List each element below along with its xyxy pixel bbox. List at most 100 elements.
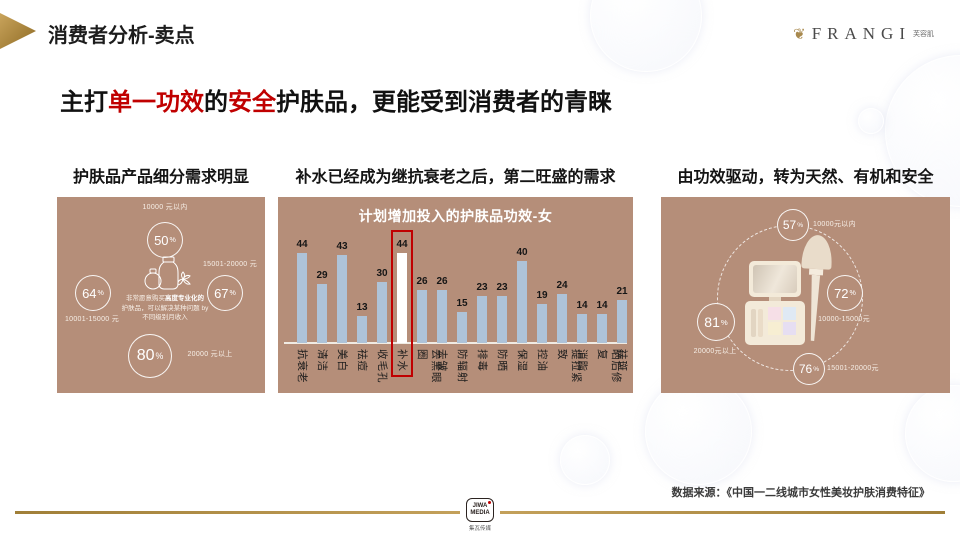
pct-value: 80 [136,347,155,364]
bar-value: 19 [536,290,548,301]
bubble-decoration [858,108,884,134]
bar-抗衰老 [297,253,307,343]
brand-name: FRANGI [811,24,911,43]
bar-value: 30 [376,268,388,279]
stat-circle-76: 76% [793,353,825,385]
frangi-crest-icon: ❦ [793,25,806,43]
pct-value: 57 [782,218,797,232]
bar-value: 21 [616,286,628,297]
logo-red-dot [488,501,491,504]
income-label-20000-above: 20000元以上 [693,348,737,355]
percent-sign: % [229,289,236,297]
chart-title: 计划增加投入的护肤品功效-女 [358,208,553,224]
bar-value: 26 [436,276,448,287]
bar-消脂 [577,314,587,343]
right-panel-heading: 由功效驱动，转为天然、有机和安全 [677,169,934,186]
bubble-decoration [590,0,702,72]
bar-控油 [537,304,547,343]
note-text: 非常愿意购买 [126,295,165,302]
bar-去皱 [437,290,447,343]
pct-value: 64 [82,285,97,301]
statement-part: 的 [204,89,228,116]
note-text: 护肤品，可以解决某种问题 by [121,304,209,312]
percent-sign: % [797,221,804,229]
main-statement: 主打单一功效的安全护肤品，更能受到消费者的青睐 [60,82,612,117]
bar-category-label: 控油 [536,349,548,372]
note-text-bold: 高度专业化的 [165,295,204,302]
bar-category-label: 去皱 [436,349,448,372]
bar-category-label: 晒后修复 [596,349,622,384]
page-title: 消费者分析-卖点 [48,25,195,47]
pct-value: 50 [154,232,169,248]
panel-natural-organic-safe: 57% 10000元以内 72% 10000-15000元 81% 20000元… [661,197,950,393]
income-label-10001-15000: 10001-15000 元 [64,316,120,323]
media-logo-cn: 集瓦传媒 [468,526,491,532]
bar-value: 40 [516,247,528,258]
bar-value: 44 [296,239,308,250]
bar-value: 23 [476,282,488,293]
pct-value: 81 [704,314,720,330]
bar-category-label: 祛斑 [616,349,628,372]
panel-bar-chart: 计划增加投入的护肤品功效-女 44 抗衰老 29 清洁 43 美白 13 祛痘 30 收毛孔 44 补… [278,197,633,393]
percent-sign: % [169,236,176,244]
bar-美白 [337,255,347,343]
makeup-palette-icon [745,261,807,347]
brand-logo: ❦ FRANGI 芙容肌 [793,24,934,44]
bubble-decoration [645,378,752,485]
bar-收毛孔 [377,282,387,343]
note-text: 不同级别月收入 [142,314,188,321]
stat-circle-72: 72% [827,275,863,311]
bar-category-label: 保湿 [516,349,528,372]
statement-part: 护肤品，更能受到消费者的青睐 [276,89,612,116]
percent-sign: % [813,365,820,373]
brand-name-cn: 芙容肌 [913,31,934,38]
bar-value: 24 [556,280,568,291]
income-label-10000-below: 10000元以内 [813,221,856,228]
bar-清洁 [317,284,327,343]
bar-value: 26 [416,276,428,287]
bar-category-label: 排毒 [476,349,488,372]
income-label-10000-15000: 10000-15000元 [818,316,870,323]
bar-补水 [397,253,407,343]
bar-category-label: 补水 [396,349,408,372]
media-logo-box: JIWA MEDIA [466,498,494,522]
bar-value: 14 [576,300,588,311]
bar-value: 13 [356,302,368,313]
data-source-text: 数据来源：《中国一二线城市女性美妆护肤消费特征》 [671,487,931,499]
x-axis-line [284,342,627,344]
left-panel-heading: 护肤品产品细分需求明显 [72,169,249,186]
bar-排毒 [477,296,487,343]
stat-circle-57: 57% [777,209,809,241]
logo-text-top: JIWA [472,503,488,509]
skincare-bottles-icon [144,256,191,290]
income-label-10000-below: 10000 元以内 [142,204,188,211]
income-label-20000-above: 20000 元以上 [187,351,233,358]
bar-防晒 [497,296,507,343]
bar-category-label: 收毛孔 [376,349,388,384]
panel-income-segmentation: 10000 元以内 50% 64% 10001-15000 元 67% 1500… [57,197,265,393]
stat-circle-50: 50% [147,222,183,258]
bar-category-label: 抗衰老 [296,349,308,384]
bar-plot-area: 44 抗衰老 29 清洁 43 美白 13 祛痘 30 收毛孔 44 补水 26 去黑眼圈 26 去皱 15 防辐… [278,197,633,393]
bar-晒后修复 [597,314,607,343]
stat-circle-80: 80% [128,334,172,378]
bar-提拉紧致 [557,294,567,343]
bar-value: 14 [596,300,608,311]
percent-sign: % [155,351,164,361]
bar-祛斑 [617,300,627,343]
percent-sign: % [97,289,104,297]
bar-value: 29 [316,270,328,281]
bar-category-label: 美白 [336,349,348,372]
stat-circle-81: 81% [697,303,735,341]
logo-text-bottom: MEDIA [470,510,490,516]
middle-panel-heading: 补水已经成为继抗衰老之后，第二旺盛的需求 [295,169,616,186]
bar-category-label: 去黑眼圈 [416,349,442,384]
panel-note: 非常愿意购买高度专业化的 护肤品，可以解决某种问题 by 不同级别月收入 [102,294,228,323]
stat-circle-64: 64% [75,275,111,311]
bar-防辐射 [457,312,467,343]
pct-value: 76 [798,362,813,376]
bar-category-label: 祛痘 [356,349,368,372]
bar-category-label: 防辐射 [456,349,468,384]
bubble-decoration [905,385,960,482]
statement-part: 主打 [60,89,108,116]
